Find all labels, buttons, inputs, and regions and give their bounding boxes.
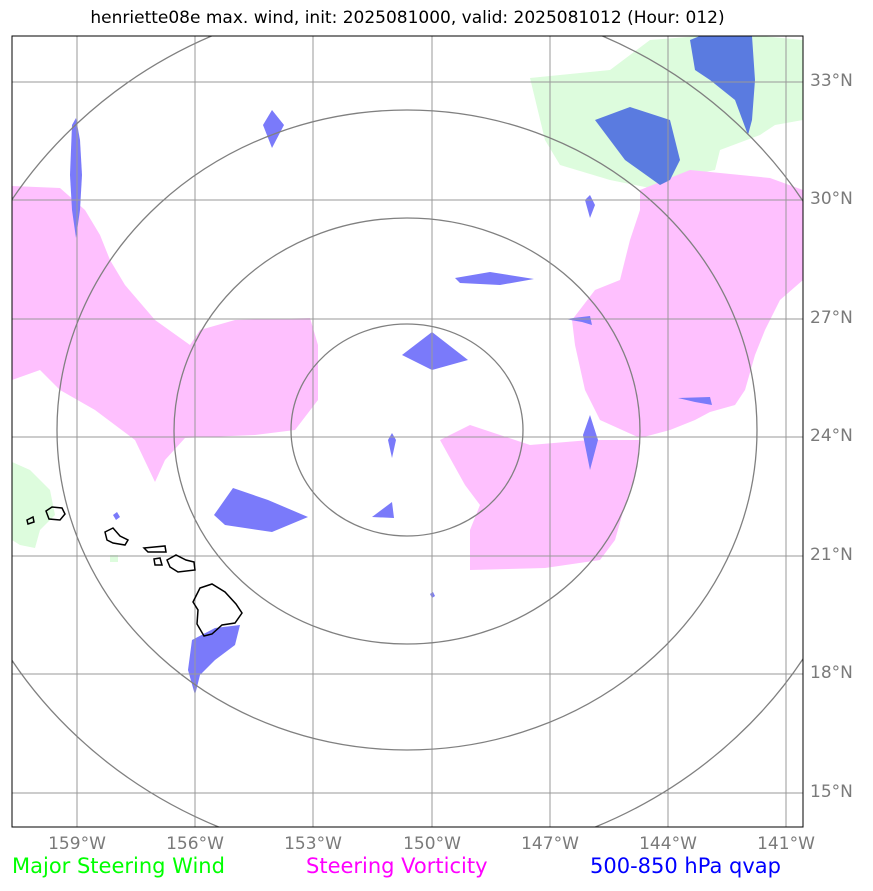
map-title: henriette08e max. wind, init: 2025081000… xyxy=(90,8,725,28)
lat-label: 33°N xyxy=(810,71,853,91)
map-frame xyxy=(11,35,804,828)
lon-label: 150°W xyxy=(403,834,461,854)
lon-label: 144°W xyxy=(639,834,697,854)
legend-steering-vorticity: Steering Vorticity xyxy=(306,854,488,878)
lat-label: 24°N xyxy=(810,426,853,446)
lon-label: 156°W xyxy=(166,834,224,854)
lon-label: 159°W xyxy=(48,834,106,854)
lon-label: 147°W xyxy=(521,834,579,854)
lon-label: 141°W xyxy=(757,834,815,854)
lon-label: 153°W xyxy=(284,834,342,854)
lat-label: 30°N xyxy=(810,189,853,209)
range-rings xyxy=(12,36,803,827)
steering-vorticity-areas xyxy=(12,170,803,570)
legend-steering-wind: Major Steering Wind xyxy=(12,854,225,878)
legend-qvap: 500-850 hPa qvap xyxy=(590,854,781,878)
lat-label: 18°N xyxy=(810,663,853,683)
lat-label: 15°N xyxy=(810,782,853,802)
lat-label: 27°N xyxy=(810,308,853,328)
lat-label: 21°N xyxy=(810,545,853,565)
coastlines xyxy=(26,506,243,637)
qvap-areas xyxy=(70,36,755,695)
graticule xyxy=(12,36,803,827)
